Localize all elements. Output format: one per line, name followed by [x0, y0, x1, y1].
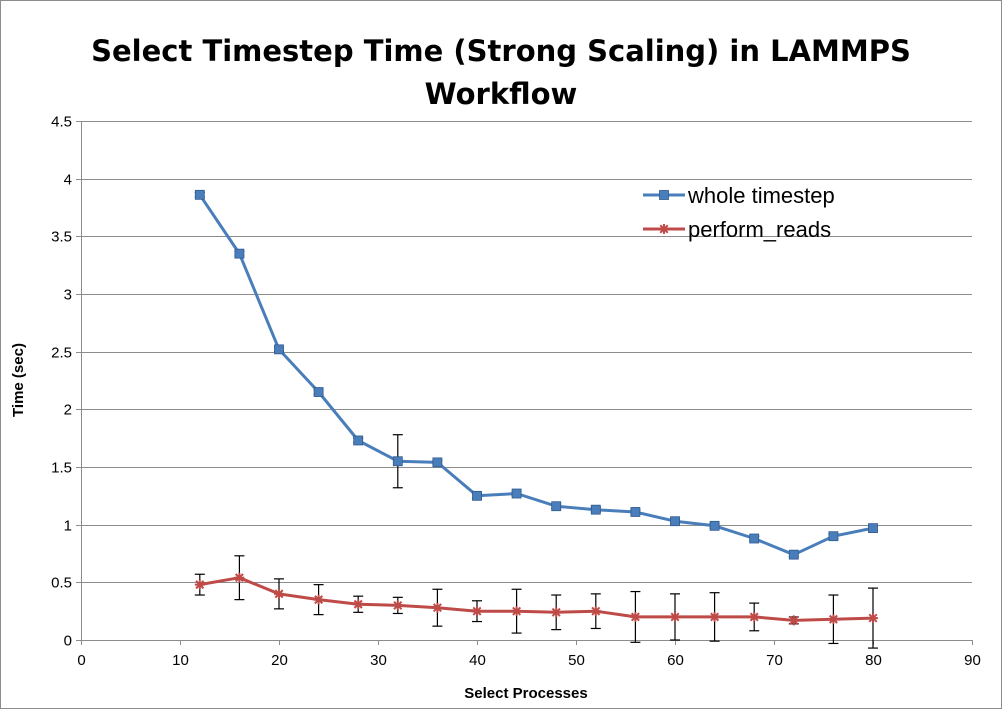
x-tick-label: 20: [271, 652, 288, 669]
x-tick-label: 40: [469, 652, 486, 669]
data-point: [274, 588, 284, 599]
data-point: [274, 344, 284, 355]
data-point: [670, 611, 680, 622]
data-point: [828, 614, 839, 625]
data-point: [392, 456, 403, 467]
legend-marker: [659, 224, 669, 234]
data-point: [353, 599, 364, 610]
data-point: [432, 602, 443, 613]
data-point: [788, 549, 799, 560]
legend-label: perform_reads: [688, 217, 831, 242]
data-point: [432, 457, 443, 468]
data-point: [788, 615, 799, 626]
y-tick-label: 1: [64, 518, 72, 535]
y-axis-label: Time (sec): [10, 343, 27, 417]
data-point: [709, 611, 720, 622]
data-point: [353, 435, 364, 446]
legend-item: perform_reads: [643, 217, 831, 242]
axes: 0 0.5 1 1.5 2 2.5 3 3.5 4 4.5 0 10 20 30 40 50 60 70 80 90: [51, 114, 981, 670]
data-point: [194, 189, 205, 200]
data-point: [630, 611, 641, 622]
x-tick-label: 30: [370, 652, 387, 669]
y-tick-label: 0: [64, 633, 72, 650]
y-tick-label: 2.5: [51, 345, 72, 362]
data-point: [234, 248, 245, 259]
legend-label: whole timestep: [687, 183, 835, 208]
y-tick-label: 1.5: [51, 460, 72, 477]
chart-title-line-1: Select Timestep Time (Strong Scaling) in…: [91, 34, 911, 68]
data-point: [670, 516, 680, 527]
data-point: [392, 600, 403, 611]
x-tick-label: 80: [865, 652, 882, 669]
data-point: [749, 611, 760, 622]
data-point: [590, 606, 601, 617]
series-1: [194, 189, 878, 560]
data-point: [828, 531, 839, 542]
x-tick-label: 0: [77, 652, 85, 669]
data-point: [511, 488, 522, 499]
y-tick-label: 3: [64, 287, 72, 304]
x-tick-label: 50: [568, 652, 585, 669]
y-tick-label: 4: [64, 172, 72, 189]
x-axis-label: Select Processes: [464, 685, 587, 702]
data-point: [511, 606, 522, 617]
data-point: [472, 606, 482, 617]
data-point: [313, 387, 324, 397]
legend-item: whole timestep: [643, 183, 835, 208]
chart-title-line-2: Workflow: [424, 77, 578, 111]
data-point: [472, 490, 482, 501]
data-point: [590, 504, 601, 515]
x-tick-label: 10: [172, 652, 189, 669]
data-point: [551, 607, 562, 618]
legend-marker: [659, 190, 669, 200]
data-point: [868, 613, 878, 624]
data-point: [630, 507, 641, 517]
data-point: [868, 523, 878, 534]
y-tick-label: 2: [64, 402, 72, 419]
series-line: [199, 576, 874, 622]
data-point: [551, 501, 562, 512]
chart-title: Select Timestep Time (Strong Scaling) in…: [0, 30, 1002, 116]
x-tick-label: 70: [766, 652, 783, 669]
y-tick-label: 4.5: [51, 114, 72, 131]
data-point: [749, 533, 760, 544]
legend: whole timestep perform_reads: [643, 183, 835, 242]
data-point: [194, 579, 205, 590]
y-tick-label: 3.5: [51, 229, 72, 246]
data-point: [234, 572, 245, 583]
y-tick-label: 0.5: [51, 575, 72, 592]
data-point: [313, 594, 324, 605]
series-line: [198, 193, 874, 557]
x-tick-label: 90: [964, 652, 981, 669]
grid-lines: [81, 121, 972, 583]
series-2: [194, 555, 878, 649]
data-point: [709, 520, 720, 531]
x-tick-label: 60: [667, 652, 684, 669]
series: [194, 189, 878, 649]
